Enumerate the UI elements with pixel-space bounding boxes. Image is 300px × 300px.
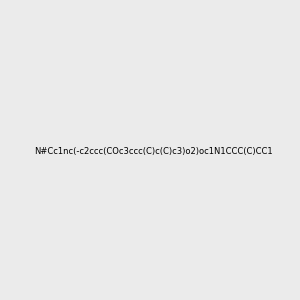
Text: N#Cc1nc(-c2ccc(COc3ccc(C)c(C)c3)o2)oc1N1CCC(C)CC1: N#Cc1nc(-c2ccc(COc3ccc(C)c(C)c3)o2)oc1N1… <box>34 147 273 156</box>
